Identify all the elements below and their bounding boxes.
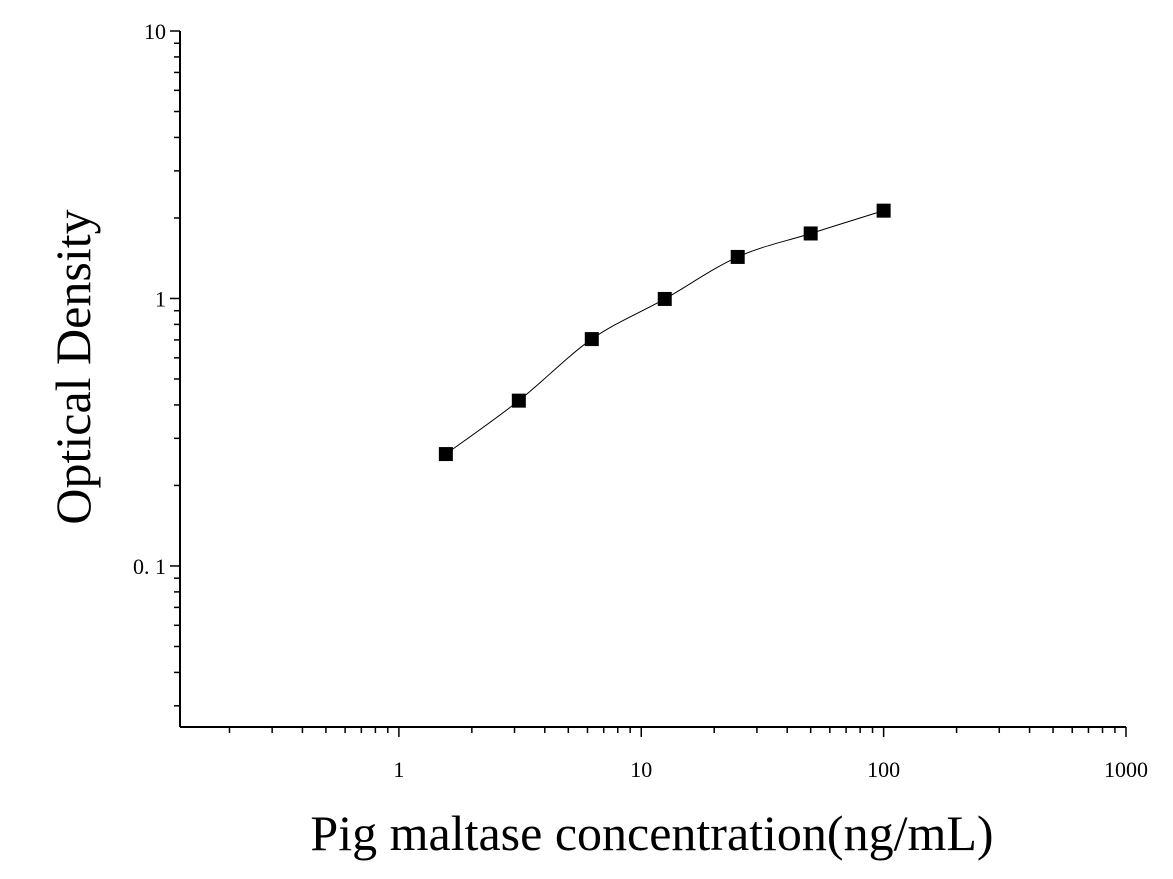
data-point: [730, 249, 745, 264]
y-axis-title: Optical Density: [45, 209, 101, 524]
x-tick-label: 10: [630, 757, 652, 782]
x-tick-label: 1000: [1104, 757, 1148, 782]
data-point: [584, 332, 599, 347]
axes: [179, 31, 1126, 728]
data-point: [657, 291, 672, 306]
x-tick-label: 1: [393, 757, 404, 782]
fit-curve-group: [445, 210, 884, 455]
data-point: [511, 393, 526, 408]
ticks: [170, 30, 1127, 737]
y-tick-label: 1: [155, 286, 166, 311]
data-points: [438, 203, 891, 462]
y-tick-label: 0. 1: [133, 554, 166, 579]
fit-curve: [445, 210, 884, 455]
data-point: [803, 226, 818, 241]
tick-labels: 1 10 100 1000 0. 1 1 10: [133, 19, 1148, 782]
x-axis-title: Pig maltase concentration(ng/mL): [310, 805, 993, 861]
x-tick-label: 100: [867, 757, 900, 782]
data-point: [876, 203, 891, 218]
data-point: [438, 447, 453, 462]
y-tick-label: 10: [144, 19, 166, 44]
